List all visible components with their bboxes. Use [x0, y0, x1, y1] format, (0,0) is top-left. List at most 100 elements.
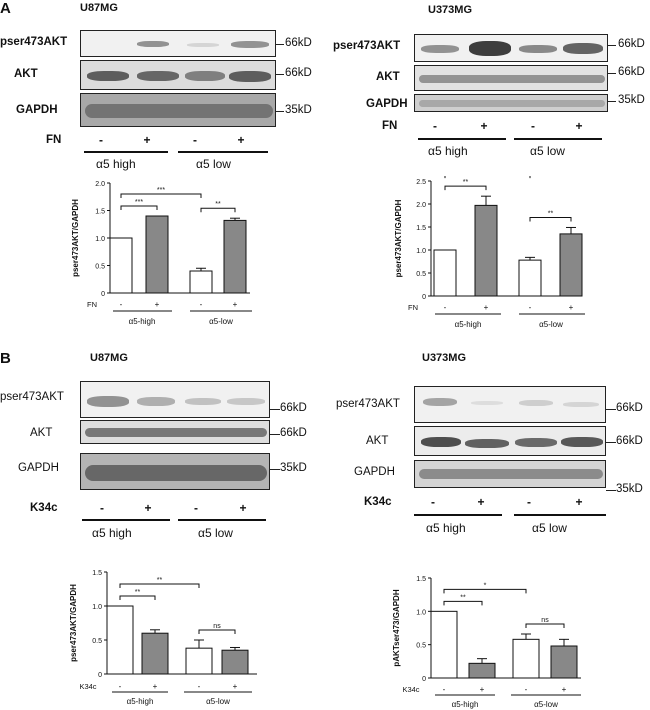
- treatment-label: K34c: [30, 502, 58, 514]
- western-blot-strip: [414, 65, 608, 91]
- treatment-label: FN: [408, 303, 418, 312]
- kd-tick: [276, 44, 284, 45]
- significance-label: ns: [541, 617, 549, 624]
- bar: [433, 249, 457, 297]
- group-label: α5-high: [452, 700, 479, 709]
- group-label: α5 high: [428, 144, 468, 158]
- western-blot-strip: [80, 420, 270, 444]
- treatment-sign: -: [529, 303, 532, 312]
- treatment-sign: +: [477, 495, 485, 509]
- group-label: α5 low: [530, 144, 565, 158]
- y-tick-label: 0.5: [95, 264, 105, 271]
- treatment-sign: +: [480, 685, 485, 694]
- bar: [221, 649, 249, 675]
- treatment-sign: +: [233, 300, 238, 309]
- blot-row-label: AKT: [366, 435, 389, 447]
- blot-row-label: GAPDH: [16, 104, 58, 116]
- blot-row-label: pser473AKT: [0, 391, 64, 403]
- kd-marker: 66kD: [285, 67, 312, 79]
- kd-tick: [270, 469, 280, 470]
- treatment-sign: -: [99, 133, 103, 147]
- significance-bracket: [198, 629, 236, 634]
- y-tick-label: 2.0: [416, 202, 426, 209]
- treatment-sign: -: [100, 501, 104, 515]
- treatment-sign: +: [575, 119, 583, 133]
- bar-chart-a-u373mg: 00.51.01.52.02.5pser473AKT/GAPDH*****FN-…: [394, 176, 585, 329]
- significance-bracket: [119, 595, 156, 600]
- treatment-sign: +: [562, 685, 567, 694]
- blot-row-label: GAPDH: [18, 462, 59, 474]
- significance-label: **: [548, 210, 554, 217]
- group-label: α5-low: [534, 700, 558, 709]
- treatment-label: FN: [382, 120, 398, 132]
- group-label: α5 low: [532, 521, 567, 535]
- significance-label: **: [157, 577, 163, 584]
- bar: [559, 233, 583, 297]
- western-blot-strip: [80, 381, 270, 418]
- blot-row-label: GAPDH: [366, 98, 408, 110]
- cell-line-title: U373MG: [422, 352, 467, 364]
- y-tick-label: 2.0: [95, 181, 105, 188]
- kd-marker: 66kD: [616, 402, 643, 414]
- bar-chart-b-u87mg: 0 0.5 1.0 1.5 pser473AKT/GAPDH ** ** ns K34c - + - +…: [69, 570, 257, 706]
- treatment-sign: +: [484, 303, 489, 312]
- group-bar: [84, 151, 168, 153]
- kd-marker: 66kD: [280, 427, 307, 439]
- y-tick-label: 1.5: [92, 570, 102, 577]
- y-tick-label: 0: [101, 291, 105, 298]
- treatment-sign: -: [119, 682, 122, 691]
- kd-tick: [270, 409, 280, 410]
- treatment-sign: +: [239, 501, 247, 515]
- y-tick-label: 1.0: [95, 236, 105, 243]
- significance-bracket: [120, 193, 202, 198]
- significance-bracket: [525, 623, 565, 628]
- blot-row-label: pser473AKT: [0, 36, 68, 48]
- kd-tick: [608, 45, 616, 46]
- significance-label: *: [484, 582, 487, 589]
- group-label: α5-high: [455, 320, 482, 329]
- y-tick-label: 1.0: [416, 248, 426, 255]
- group-bar: [178, 151, 268, 153]
- western-blot-strip: [414, 426, 606, 456]
- treatment-sign: +: [144, 501, 152, 515]
- bar: [512, 638, 540, 679]
- bar: [145, 215, 169, 294]
- y-axis-label: pser473AKT/GAPDH: [69, 584, 78, 662]
- significance-bracket: [444, 185, 487, 191]
- treatment-sign: +: [153, 682, 158, 691]
- blot-row-label: GAPDH: [354, 466, 395, 478]
- y-tick-label: 0.5: [416, 643, 426, 650]
- y-tick-label: 2.5: [416, 179, 426, 186]
- treatment-sign: -: [198, 682, 201, 691]
- kd-marker: 66kD: [285, 37, 312, 49]
- bar: [109, 237, 133, 294]
- panel-letter-b: B: [0, 350, 11, 367]
- blot-row-label: AKT: [30, 427, 53, 439]
- kd-marker: 66kD: [280, 402, 307, 414]
- kd-marker: 66kD: [618, 66, 645, 78]
- significance-bracket: [200, 207, 236, 213]
- group-label: α5-high: [129, 317, 156, 326]
- significance-bracket: [529, 216, 572, 222]
- treatment-sign: -: [194, 501, 198, 515]
- blot-row-label: pser473AKT: [333, 40, 401, 52]
- kd-marker: 35kD: [618, 94, 645, 106]
- treatment-sign: -: [525, 685, 528, 694]
- kd-tick: [606, 409, 616, 410]
- treatment-sign: +: [143, 133, 151, 147]
- y-tick-label: 1.0: [416, 609, 426, 616]
- treatment-sign: +: [480, 119, 488, 133]
- group-label: α5 low: [196, 157, 231, 171]
- significance-bracket: [443, 600, 483, 606]
- treatment-sign: -: [193, 133, 197, 147]
- treatment-sign: -: [527, 495, 531, 509]
- significance-label: **: [460, 594, 466, 601]
- significance-label: ***: [157, 187, 165, 194]
- y-tick-label: 1.5: [416, 225, 426, 232]
- kd-tick: [276, 111, 284, 112]
- western-blot-strip: [414, 386, 606, 423]
- significance-label: **: [135, 589, 141, 596]
- western-blot-strip: [80, 453, 270, 490]
- significance-label: ns: [213, 623, 221, 630]
